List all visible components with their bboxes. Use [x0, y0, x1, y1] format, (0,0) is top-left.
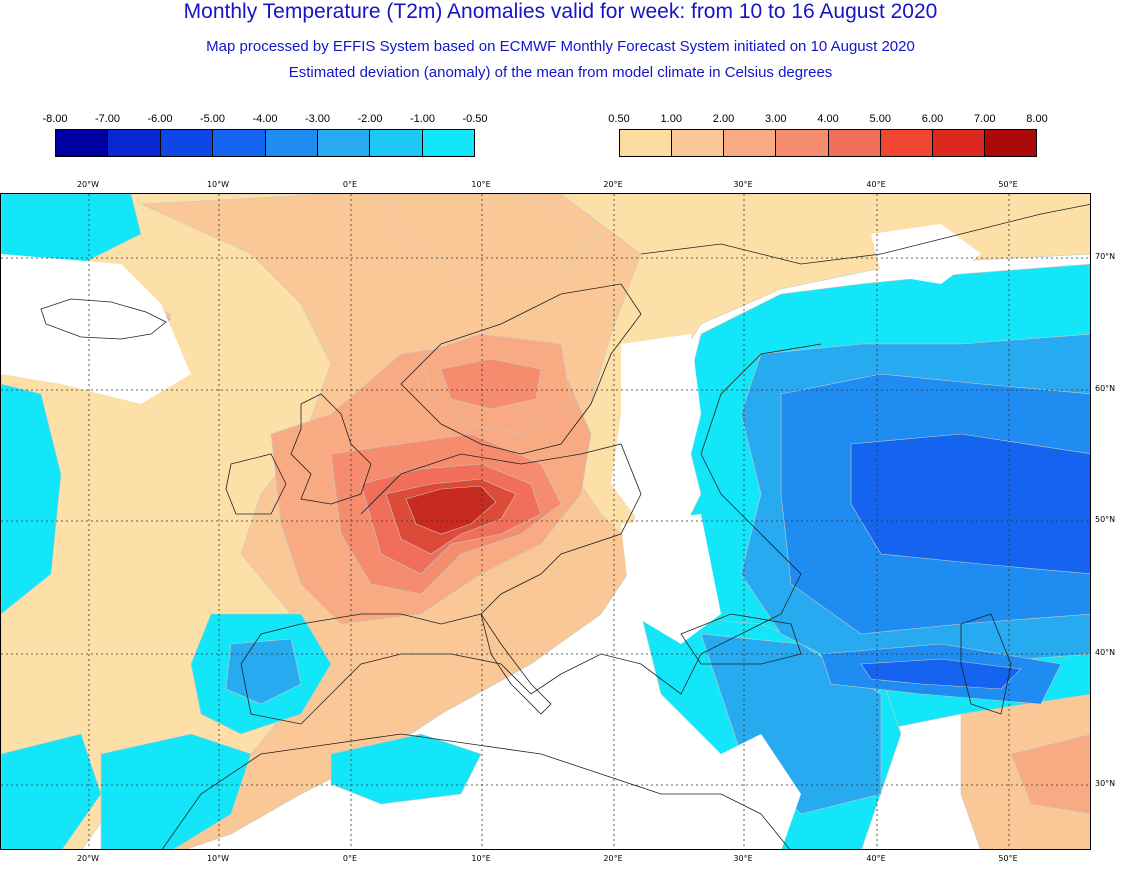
legend-negative-label: -0.50 — [462, 113, 488, 125]
legend-positive-label: 6.00 — [921, 113, 944, 125]
latitude-label: 70°N — [1095, 252, 1116, 261]
longitude-label: 20°E — [603, 180, 623, 189]
coast-europe — [240, 343, 822, 725]
graticule — [1, 194, 1090, 849]
legend-negative-label: -1.00 — [409, 113, 436, 125]
coast-iceland — [40, 298, 167, 340]
legend-negative-label: -2.00 — [357, 113, 383, 125]
coast-scandinavia — [400, 283, 642, 455]
map-subtitle-units: Estimated deviation (anomaly) of the mea… — [288, 64, 833, 81]
legend-negative-swatch — [265, 130, 318, 156]
anomaly-zone-russia-core — [850, 433, 1090, 575]
longitude-label: 0°E — [342, 854, 358, 863]
legend-positive-swatch — [672, 130, 725, 156]
anomaly-zone-greenland-cool — [1, 194, 142, 265]
legend-positive-swatch — [724, 130, 777, 156]
anomaly-zone-atlantic-cool — [1, 383, 62, 615]
legend-negative-swatch — [422, 130, 474, 156]
coast-arctic — [640, 203, 1090, 265]
longitude-label: 10°E — [471, 854, 491, 863]
longitude-label: 40°E — [866, 180, 886, 189]
longitude-label: 30°E — [733, 180, 753, 189]
coast-caspian — [960, 613, 1012, 715]
anomaly-zone-caspian-core — [860, 658, 1022, 690]
legend-negative-swatch — [56, 130, 109, 156]
legend-negative-label: -4.00 — [252, 113, 278, 125]
anomaly-zone-algeria-cool — [330, 733, 482, 805]
anomaly-map-canvas — [1, 194, 1090, 849]
legend-positive-swatch — [880, 130, 933, 156]
legend-positive-label: 0.50 — [608, 113, 630, 125]
legend-positive-label: 8.00 — [1026, 113, 1048, 125]
latitude-label: 60°N — [1095, 384, 1116, 393]
latitude-label: 50°N — [1095, 515, 1116, 524]
longitude-label: 10°E — [471, 180, 491, 189]
legend-negative-swatch — [108, 130, 161, 156]
legend-positive-swatch — [828, 130, 881, 156]
legend-negative-label: -5.00 — [199, 113, 226, 125]
longitude-label: 40°E — [866, 854, 886, 863]
legend-negative-label: -8.00 — [42, 113, 68, 125]
anomaly-zone-near-zero-levant — [721, 734, 801, 849]
legend-positive-swatch — [776, 130, 829, 156]
legend-negative-swatch — [213, 130, 266, 156]
longitude-label: 10°W — [206, 854, 230, 863]
longitude-label: 50°E — [998, 854, 1018, 863]
legend-negative-swatch — [370, 130, 423, 156]
legend-positive-swatch — [932, 130, 985, 156]
legend-negative-label: -7.00 — [94, 113, 121, 125]
anomaly-map — [0, 193, 1091, 850]
latitude-label: 40°N — [1095, 648, 1116, 657]
longitude-label: 20°E — [603, 854, 623, 863]
legend-positive-label: 5.00 — [869, 113, 891, 125]
anomaly-zone-north-sea — [380, 194, 602, 275]
coast-britain — [290, 393, 372, 505]
coast-italy — [480, 613, 552, 715]
anomaly-zone-near-zero-arctic — [871, 224, 981, 284]
longitude-label: 20°W — [76, 854, 100, 863]
legend-positive-swatch — [984, 130, 1036, 156]
legend-negative-label: -6.00 — [147, 113, 173, 125]
legend-positive: 0.50 1.00 2.00 3.00 4.00 5.00 6.00 7.00 8.00 — [608, 113, 1048, 157]
coast-north-africa — [161, 733, 790, 849]
anomaly-zone-6-to-7 — [405, 485, 497, 535]
anomaly-zone-norway-hot — [440, 358, 542, 410]
longitude-label: 50°E — [998, 180, 1018, 189]
legend-positive-label: 1.00 — [660, 113, 682, 125]
legend-positive-colorbar — [619, 129, 1037, 157]
longitude-label: 30°E — [733, 854, 753, 863]
legend-positive-label: 2.00 — [712, 113, 735, 125]
longitude-label: 10°W — [206, 180, 230, 189]
legend-negative-colorbar — [55, 129, 475, 157]
legend-positive-labels: 0.50 1.00 2.00 3.00 4.00 5.00 6.00 7.00 8.00 — [608, 113, 1047, 127]
anomaly-zone-morocco-cool — [100, 733, 252, 849]
legend-negative-label: -3.00 — [304, 113, 331, 125]
anomaly-zone-atlantic-south-cool — [1, 733, 102, 849]
legend-positive-label: 4.00 — [817, 113, 839, 125]
longitude-label: 0°E — [342, 180, 358, 189]
latitude-label: 30°N — [1095, 779, 1116, 788]
coast-ireland — [225, 453, 287, 515]
anomaly-zone-near-zero-atlantic — [1, 254, 191, 404]
legend-positive-label: 7.00 — [974, 113, 996, 125]
anomaly-zone-near-zero-ukraine — [621, 514, 721, 644]
legend-negative-labels: -8.00 -7.00 -6.00 -5.00 -4.00 -3.00 -2.00 -1.00… — [42, 113, 487, 127]
map-subtitle-processing: Map processed by EFFIS System based on E… — [206, 38, 915, 55]
legend-positive-label: 3.00 — [765, 113, 787, 125]
anomaly-zone-iberia-cooler — [225, 638, 302, 705]
anomaly-zone-middle-east-warm — [1010, 734, 1090, 814]
legend-positive-swatch — [620, 130, 673, 156]
legend-negative-swatch — [317, 130, 371, 156]
legend-negative: -8.00 -7.00 -6.00 -5.00 -4.00 -3.00 -2.00 -1.00… — [42, 113, 488, 157]
longitude-label: 20°W — [76, 180, 100, 189]
legend-negative-swatch — [160, 130, 214, 156]
anomaly-zone-near-zero-baltic — [611, 334, 701, 524]
map-title: Monthly Temperature (T2m) Anomalies vali… — [183, 0, 938, 23]
